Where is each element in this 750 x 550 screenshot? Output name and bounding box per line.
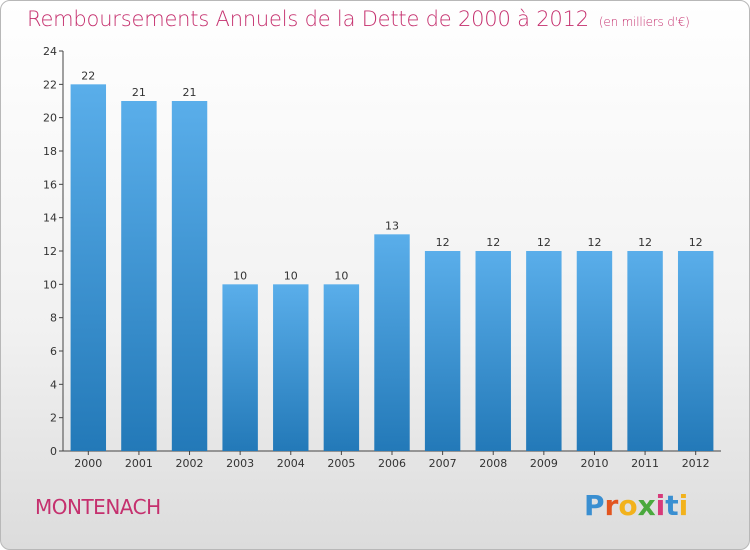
y-tick-label: 22 xyxy=(43,78,57,91)
bar xyxy=(424,251,461,451)
bar xyxy=(677,251,714,451)
bar xyxy=(627,251,663,451)
x-tick-label: 2000 xyxy=(74,457,102,470)
data-label: 12 xyxy=(689,236,703,249)
data-label: 12 xyxy=(436,236,450,249)
logo-letter: i xyxy=(678,489,689,522)
logo-letter: r xyxy=(604,489,619,522)
y-tick-label: 2 xyxy=(50,412,57,425)
data-label: 12 xyxy=(537,236,551,249)
x-tick-label: 2008 xyxy=(479,457,507,470)
y-tick-label: 16 xyxy=(43,178,57,191)
bars xyxy=(70,84,714,451)
chart-title: Remboursements Annuels de la Dette de 20… xyxy=(27,7,690,31)
bar xyxy=(70,84,107,451)
x-tick-label: 2007 xyxy=(429,457,457,470)
y-tick-label: 8 xyxy=(50,312,57,325)
y-tick-label: 10 xyxy=(43,278,57,291)
y-tick-label: 12 xyxy=(43,245,57,258)
logo-letter: t xyxy=(665,489,679,522)
data-label: 21 xyxy=(183,86,197,99)
data-label: 12 xyxy=(486,236,500,249)
y-tick-label: 6 xyxy=(50,345,57,358)
data-label: 12 xyxy=(638,236,652,249)
logo-letter: x xyxy=(637,489,656,522)
x-tick-label: 2001 xyxy=(125,457,153,470)
chart-unit: (en milliers d'€) xyxy=(598,15,690,29)
bar xyxy=(526,251,562,451)
y-tick-label: 20 xyxy=(43,112,57,125)
bar xyxy=(475,251,511,451)
y-tick-label: 14 xyxy=(43,212,57,225)
x-tick-label: 2012 xyxy=(682,457,710,470)
bar xyxy=(171,101,208,451)
data-label: 10 xyxy=(284,269,298,282)
bar xyxy=(576,251,613,451)
y-tick-label: 4 xyxy=(50,378,57,391)
bar xyxy=(121,101,157,451)
x-tick-label: 2004 xyxy=(277,457,305,470)
bar xyxy=(273,284,309,451)
x-tick-label: 2002 xyxy=(176,457,204,470)
bar xyxy=(374,234,410,451)
x-tick-label: 2005 xyxy=(327,457,355,470)
logo-letter: o xyxy=(618,489,638,522)
data-label: 12 xyxy=(587,236,601,249)
data-label: 22 xyxy=(81,69,95,82)
data-label: 21 xyxy=(132,86,146,99)
data-labels: 22 21 21 10 10 10 13 12 12 12 12 12 12 xyxy=(81,69,702,282)
data-label: 13 xyxy=(385,219,399,232)
y-tick-label: 18 xyxy=(43,145,57,158)
x-tick-label: 2003 xyxy=(226,457,254,470)
x-tick-label: 2011 xyxy=(631,457,659,470)
data-label: 10 xyxy=(334,269,348,282)
logo-letter: P xyxy=(584,489,605,522)
bar xyxy=(323,284,360,451)
logo-letter: i xyxy=(655,489,666,522)
bar xyxy=(222,284,258,451)
data-label: 10 xyxy=(233,269,247,282)
chart-title-text: Remboursements Annuels de la Dette de 20… xyxy=(27,7,589,31)
y-tick-label: 24 xyxy=(43,45,57,58)
proxiti-logo[interactable]: Proxiti xyxy=(584,489,688,522)
city-name: MONTENACH xyxy=(35,495,161,519)
x-tick-label: 2010 xyxy=(580,457,608,470)
y-tick-label: 0 xyxy=(50,445,57,458)
x-tick-label: 2009 xyxy=(530,457,558,470)
x-tick-label: 2006 xyxy=(378,457,406,470)
